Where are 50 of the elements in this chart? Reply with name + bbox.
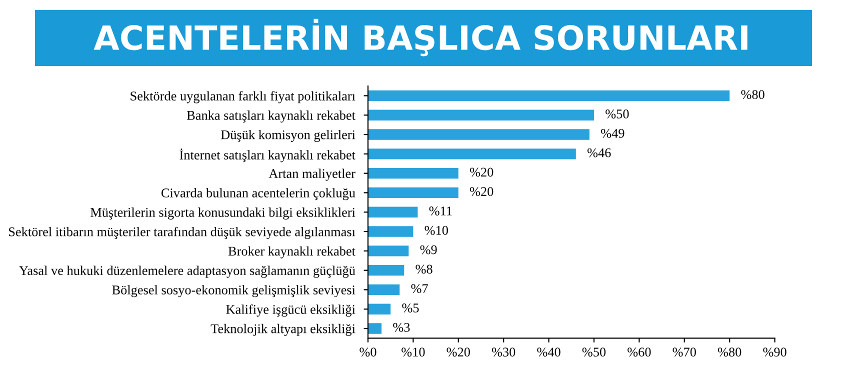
y-tick-label: Sektörde uygulanan farklı fiyat politikaları <box>130 91 356 104</box>
data-label: %7 <box>411 284 428 294</box>
data-label: %11 <box>429 206 452 216</box>
data-label: %10 <box>424 226 448 235</box>
y-tick-label: Bölgesel sosyo-ekonomik gelişmişlik seviyesi <box>112 285 356 298</box>
bar <box>368 129 590 140</box>
y-tick-label: İnternet satışları kaynaklı rekabet <box>180 148 356 162</box>
data-label: %5 <box>402 304 419 312</box>
bar <box>368 304 391 314</box>
y-tick-label: Banka satışları kaynaklı rekabet <box>186 110 356 123</box>
y-tick-label: Teknolojik altyapı eksikliği <box>210 324 356 336</box>
data-label: %20 <box>470 187 494 196</box>
y-tick-label: Broker kaynaklı rekabet <box>228 246 356 258</box>
x-tick-label: %10 <box>402 348 425 357</box>
y-tick-label: Sektörel itibarın müşteriler tarafından düşük seviyede algılanması <box>9 226 356 240</box>
y-tick-label: Müşterilerin sigorta konusundaki bilgi eksiklikleri <box>90 208 356 220</box>
bar <box>368 323 382 334</box>
bar <box>368 284 400 296</box>
data-label: %20 <box>470 168 494 177</box>
x-tick-label: %60 <box>628 348 651 357</box>
x-tick-label: %80 <box>718 348 742 357</box>
y-tick-label: Artan maliyetler <box>268 168 356 181</box>
y-tick-label: Düşük komisyon gelirleri <box>221 130 356 142</box>
y-tick-label: Civarda bulunan acentelerin çokluğu <box>161 188 356 200</box>
data-label: %49 <box>601 128 624 138</box>
bar <box>368 187 458 198</box>
x-tick-label: %90 <box>763 348 786 357</box>
bar <box>368 168 458 179</box>
data-label: %46 <box>587 148 611 158</box>
data-label: %50 <box>606 110 629 118</box>
x-tick-label: %40 <box>537 348 560 357</box>
bar <box>368 264 404 276</box>
y-tick-label: Yasal ve hukuki düzenlemelere adaptasyon sağlamanın güçlüğü <box>19 266 356 278</box>
bar <box>368 206 418 218</box>
bar <box>368 90 730 102</box>
bar <box>368 246 409 256</box>
bar <box>368 148 576 160</box>
x-tick-label: %20 <box>446 348 470 357</box>
data-label: %9 <box>420 245 437 254</box>
chart-title: ACENTELERİN BAŞLICA SORUNLARI <box>94 18 748 56</box>
data-label: %3 <box>393 322 410 332</box>
x-tick-label: %50 <box>582 348 606 357</box>
x-tick-label: %70 <box>672 348 696 357</box>
bar <box>368 110 594 120</box>
data-label: %80 <box>741 90 764 100</box>
data-label: %8 <box>416 264 432 274</box>
y-tick-label: Kalifiye işgücü eksikliği <box>226 304 356 317</box>
x-tick-label: %30 <box>492 348 516 357</box>
x-tick-label: %0 <box>360 348 376 357</box>
bar <box>368 226 414 237</box>
